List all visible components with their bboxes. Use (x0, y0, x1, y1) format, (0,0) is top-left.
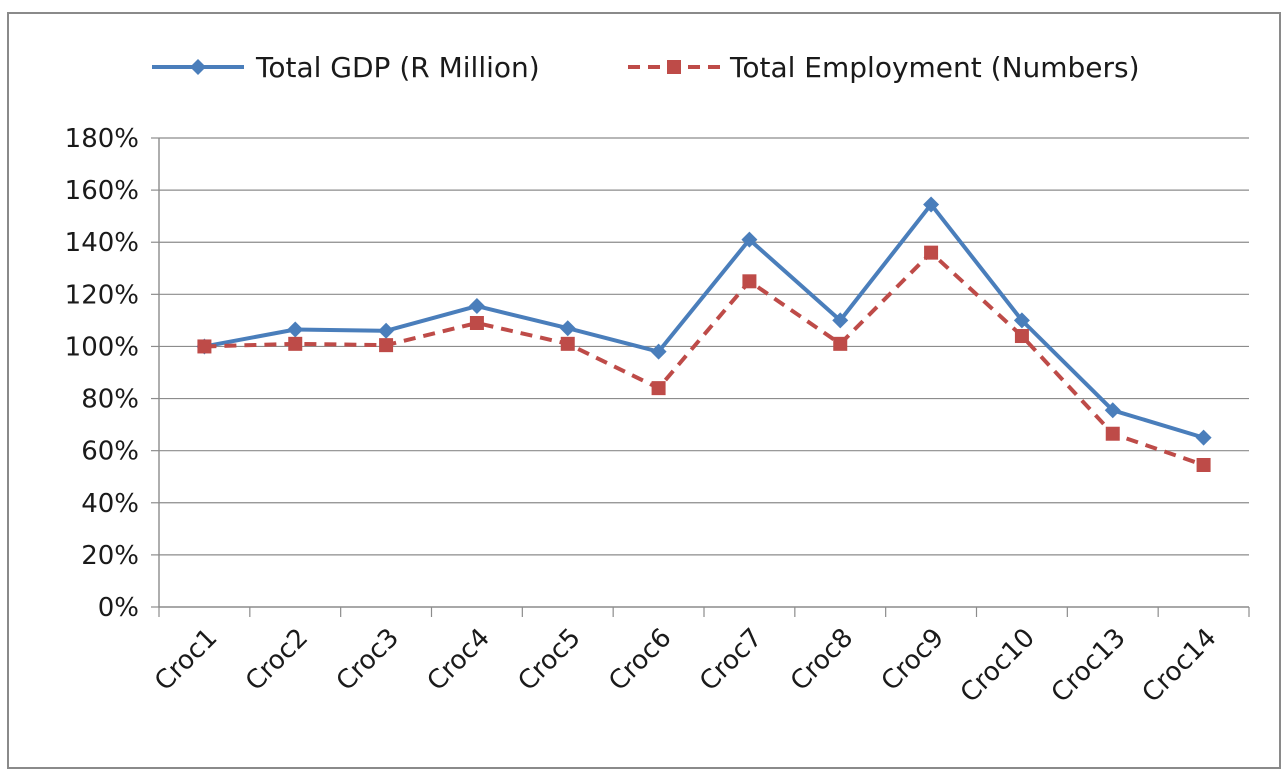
data-point (468, 298, 485, 315)
data-point (469, 315, 484, 330)
y-axis-ticks: 0% 20% 40% 60% 80% 100% 120% 140% 160% 180% (65, 124, 159, 623)
gridlines (159, 137, 1249, 556)
x-tick-label: Croc4 (422, 623, 496, 697)
y-tick-label: 180% (65, 124, 139, 154)
y-tick-label: 60% (81, 437, 139, 467)
data-point (1105, 426, 1120, 441)
legend: Total GDP (R Million) Total Employment (N… (152, 51, 1140, 84)
data-point (378, 322, 395, 339)
data-point (287, 321, 304, 338)
x-tick-label: Croc5 (512, 623, 586, 697)
data-point (197, 339, 212, 354)
legend-marker (667, 60, 681, 74)
data-point (832, 312, 849, 329)
data-point (1014, 329, 1029, 344)
legend-marker (190, 59, 206, 75)
data-point (741, 231, 758, 248)
data-point (288, 336, 303, 351)
y-tick-label: 160% (65, 176, 139, 206)
axes (158, 138, 1249, 608)
y-tick-label: 140% (65, 228, 139, 258)
y-tick-label: 80% (81, 385, 139, 415)
data-point (560, 336, 575, 351)
data-point (742, 274, 757, 289)
y-tick-label: 20% (81, 541, 139, 571)
x-tick-label: Croc7 (694, 623, 768, 697)
data-point (379, 338, 394, 353)
x-tick-label: Croc14 (1137, 623, 1223, 709)
data-point (1195, 429, 1212, 446)
data-point (1104, 402, 1121, 419)
y-tick-label: 40% (81, 489, 139, 519)
y-tick-label: 120% (65, 280, 139, 310)
legend-label: Total Employment (Numbers) (729, 51, 1140, 84)
x-tick-label: Croc2 (240, 623, 314, 697)
data-point (559, 320, 576, 337)
series-line (204, 250, 1205, 467)
y-tick-label: 0% (98, 593, 139, 623)
data-point (923, 196, 940, 213)
data-point (833, 336, 848, 351)
x-tick-label: Croc6 (603, 623, 677, 697)
x-axis-ticks: Croc1 Croc2 Croc3 Croc4 Croc5 Croc6 Croc7 Croc8… (149, 607, 1250, 709)
data-point (1196, 457, 1211, 472)
x-tick-label: Croc9 (876, 623, 950, 697)
data-point (650, 343, 667, 360)
data-point (924, 245, 939, 260)
series-group (196, 196, 1212, 472)
legend-label: Total GDP (R Million) (255, 51, 540, 84)
x-tick-label: Croc10 (955, 623, 1041, 709)
y-tick-label: 100% (65, 332, 139, 362)
x-tick-label: Croc1 (149, 623, 223, 697)
x-tick-label: Croc3 (331, 623, 405, 697)
x-tick-label: Croc8 (785, 623, 859, 697)
x-tick-label: Croc13 (1046, 623, 1132, 709)
data-point (651, 381, 666, 396)
data-point (1013, 312, 1030, 329)
series-line (204, 202, 1205, 440)
